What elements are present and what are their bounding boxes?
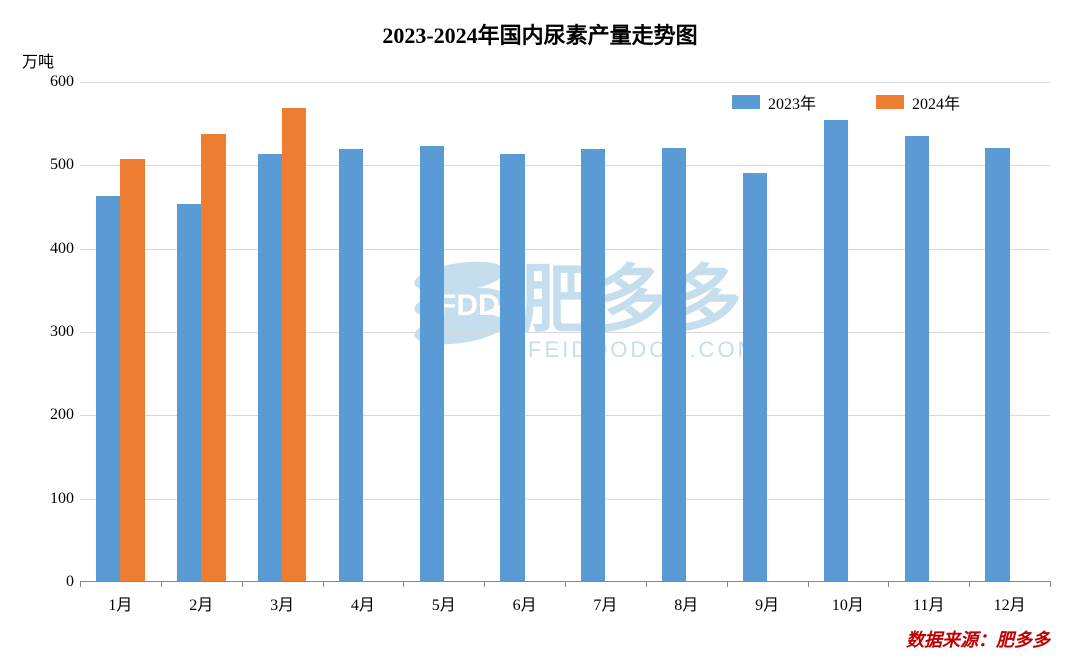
x-tick <box>888 581 889 587</box>
x-tick-label: 2月 <box>189 591 213 615</box>
bar-2023年-6月 <box>500 154 524 581</box>
y-tick-label: 100 <box>0 490 74 508</box>
bar-2023年-7月 <box>581 149 605 581</box>
y-tick-label: 300 <box>0 323 74 341</box>
x-tick-label: 12月 <box>994 591 1026 615</box>
y-tick-label: 500 <box>0 156 74 174</box>
x-tick <box>484 581 485 587</box>
x-tick-label: 8月 <box>674 591 698 615</box>
bar-2023年-1月 <box>96 196 120 581</box>
gridline <box>80 82 1050 83</box>
watermark-fdd-text: FDD <box>438 289 500 322</box>
x-tick-label: 4月 <box>351 591 375 615</box>
x-tick <box>808 581 809 587</box>
x-tick-label: 1月 <box>108 591 132 615</box>
x-tick-label: 9月 <box>755 591 779 615</box>
x-tick <box>323 581 324 587</box>
x-tick-label: 5月 <box>432 591 456 615</box>
x-tick <box>242 581 243 587</box>
data-source-label: 数据来源：肥多多 <box>906 626 1050 652</box>
bar-2023年-4月 <box>339 149 363 581</box>
y-axis-unit-label: 万吨 <box>22 48 54 72</box>
chart-title: 2023-2024年国内尿素产量走势图 <box>0 18 1080 50</box>
plot-area: FDD 肥多多 FEIDOODOO.COM 1月2月3月4月5月6月7月8月9月… <box>80 82 1050 582</box>
x-tick-label: 11月 <box>913 591 944 615</box>
bar-2023年-3月 <box>258 154 282 582</box>
bar-2023年-2月 <box>177 204 201 581</box>
x-tick <box>403 581 404 587</box>
y-tick-label: 600 <box>0 73 74 91</box>
bar-2023年-9月 <box>743 173 767 581</box>
x-tick <box>565 581 566 587</box>
x-tick-label: 6月 <box>513 591 537 615</box>
bar-2023年-10月 <box>824 120 848 581</box>
x-tick <box>727 581 728 587</box>
x-tick-label: 3月 <box>270 591 294 615</box>
x-tick <box>161 581 162 587</box>
bar-2024年-3月 <box>282 108 306 581</box>
x-tick <box>1050 581 1051 587</box>
y-tick-label: 400 <box>0 240 74 258</box>
bar-2023年-11月 <box>905 136 929 581</box>
y-tick-label: 200 <box>0 406 74 424</box>
chart-container: 2023-2024年国内尿素产量走势图 万吨 2023年2024年 FDD 肥多… <box>0 0 1080 658</box>
bar-2023年-12月 <box>985 148 1009 581</box>
watermark: FDD 肥多多 FEIDOODOO.COM <box>410 237 840 392</box>
watermark-brand-text: 肥多多 <box>520 258 742 341</box>
bar-2024年-2月 <box>201 134 225 582</box>
bar-2024年-1月 <box>120 159 144 582</box>
y-tick-label: 0 <box>0 573 74 591</box>
bar-2023年-5月 <box>420 146 444 581</box>
bar-2023年-8月 <box>662 148 686 581</box>
x-tick <box>80 581 81 587</box>
x-tick-label: 10月 <box>832 591 864 615</box>
x-tick-label: 7月 <box>593 591 617 615</box>
x-tick <box>646 581 647 587</box>
watermark-domain-text: FEIDOODOO.COM <box>528 337 759 362</box>
x-tick <box>969 581 970 587</box>
